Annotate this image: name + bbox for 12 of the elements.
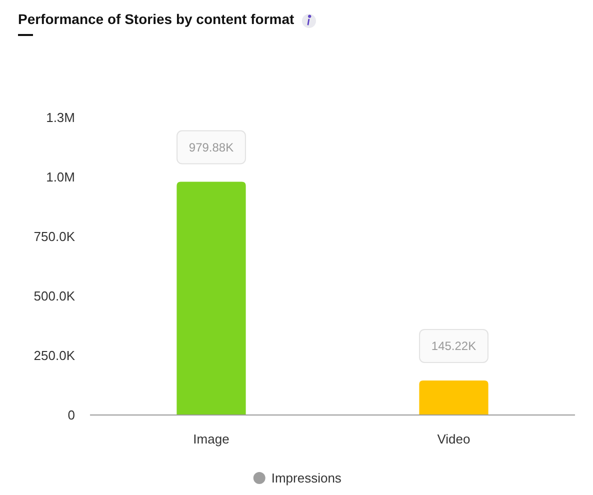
x-tick-label: Video bbox=[437, 432, 470, 447]
y-tick-label: 500.0K bbox=[34, 288, 76, 304]
y-tick-label: 250.0K bbox=[34, 348, 76, 364]
chart-title: Performance of Stories by content format bbox=[18, 11, 295, 27]
data-label: 979.88K bbox=[188, 140, 234, 154]
y-tick-label: 0 bbox=[68, 408, 75, 423]
data-label: 145.22K bbox=[431, 339, 476, 354]
text: Impressions bbox=[271, 470, 342, 486]
y-tick-label: 1.0M bbox=[46, 170, 75, 185]
x-tick-label: Image bbox=[193, 432, 230, 447]
y-tick-label: 1.3M bbox=[46, 110, 75, 126]
y-tick-label: 750.0K bbox=[34, 229, 76, 244]
